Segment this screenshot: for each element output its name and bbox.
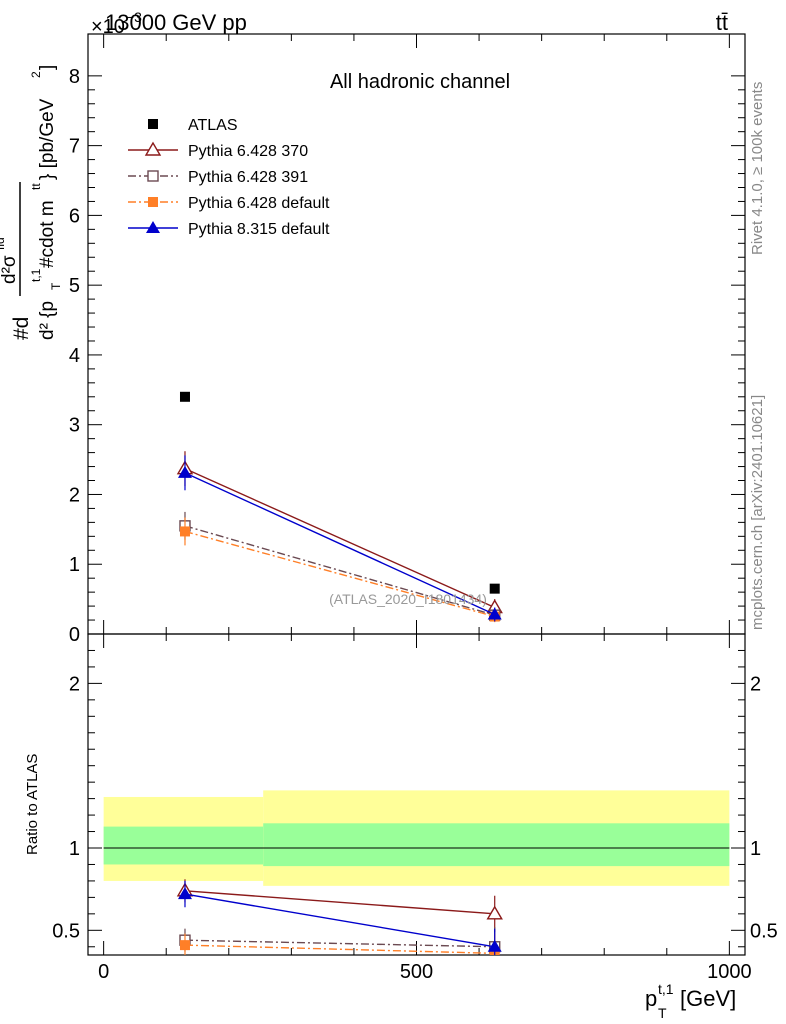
series-pythia-8-315-default: [177, 455, 502, 622]
y-label-tt: tt: [29, 183, 43, 190]
xtick-label-2: 1000: [707, 961, 752, 983]
main-ytick-label-1: 1: [69, 554, 80, 576]
y-label-unit: } [pb/GeV: [37, 98, 58, 180]
legend-marker: [147, 170, 159, 182]
ratio-ytick-label-1: 1: [69, 838, 80, 860]
data-point: [179, 526, 190, 537]
legend-marker: [148, 119, 158, 129]
ratio-ytick-label-2: 2: [69, 673, 80, 695]
y-axis-label: #d d²σ fid d² {p T t,1 #cdot m tt } [pb/…: [0, 65, 63, 340]
y-label-numerator: d²σ: [0, 255, 20, 284]
y-label-T: T: [49, 282, 63, 290]
ratio-point: [487, 939, 502, 952]
series-atlas: [179, 391, 500, 594]
main-ytick-label-0: 0: [69, 624, 80, 646]
ratio-series-pythia-8-315-default: [177, 880, 502, 955]
data-point: [177, 465, 192, 478]
main-ytick-label-2: 2: [69, 484, 80, 506]
main-ytick-label-4: 4: [69, 345, 80, 367]
series-line: [184, 525, 495, 616]
main-ytick-label-6: 6: [69, 205, 80, 227]
x-axis-label: p T t,1 [GeV]: [645, 981, 736, 1021]
x-label-unit: [GeV]: [680, 986, 736, 1011]
y-exponent-power: −3: [126, 9, 142, 25]
legend-item-4: Pythia 8.315 default: [128, 221, 330, 238]
y-label-unit-power: 2: [29, 71, 43, 78]
legend-marker: [146, 221, 160, 233]
x-label-p: p: [645, 986, 657, 1011]
xtick-label-1: 500: [400, 961, 433, 983]
legend-label: ATLAS: [188, 117, 238, 134]
series-line: [184, 472, 496, 616]
ratio-y-label: Ratio to ATLAS: [24, 754, 41, 855]
y-label-denominator: d² {p: [37, 301, 58, 340]
xtick-label-0: 0: [98, 961, 109, 983]
x-label-t1: t,1: [658, 981, 674, 997]
ratio-point: [177, 887, 192, 900]
ratio-point: [179, 940, 190, 951]
rivet-label: Rivet 4.1.0, ≥ 100k events: [749, 82, 766, 255]
ratio-ytick-label-right-1: 1: [750, 838, 761, 860]
main-ytick-label-5: 5: [69, 275, 80, 297]
ratio-ytick-label-right-2: 2: [750, 673, 761, 695]
legend-label: Pythia 6.428 391: [188, 169, 308, 186]
ratio-line: [184, 893, 495, 948]
ratio-band-green-1: [263, 823, 730, 867]
main-frame: [87, 33, 746, 635]
series-line: [184, 530, 495, 618]
ratio-band-green-0: [103, 826, 264, 865]
ratio-ytick-label-right-0: 0.5: [750, 920, 778, 942]
legend-label: Pythia 6.428 370: [188, 143, 308, 160]
legend-item-0: ATLAS: [148, 117, 238, 134]
y-label-close: ]: [37, 65, 58, 70]
ratio-ytick-label-0: 0.5: [52, 920, 80, 942]
mcplots-label: mcplots.cern.ch [arXiv:2401.10621]: [749, 395, 766, 630]
ratio-series-pythia-6-428-391: [179, 927, 501, 955]
data-point: [487, 607, 502, 620]
series-line: [184, 468, 496, 609]
ratio-line: [184, 939, 495, 948]
y-label-d: #d: [10, 317, 33, 340]
legend-label: Pythia 8.315 default: [188, 221, 330, 238]
legend-item-2: Pythia 6.428 391: [128, 169, 308, 186]
x-label-T: T: [658, 1005, 667, 1021]
data-point: [489, 583, 500, 594]
main-ytick-label-7: 7: [69, 136, 80, 158]
legend-item-3: Pythia 6.428 default: [128, 195, 330, 212]
y-label-cdot: #cdot m: [37, 200, 58, 268]
legend: ATLAS Pythia 6.428 370 Pythia 6.428 391 Pyt…: [128, 117, 330, 238]
y-exponent-base: ×10: [91, 16, 125, 38]
y-label-fid: fid: [0, 237, 7, 250]
main-ytick-label-8: 8: [69, 66, 80, 88]
y-label-t1: t,1: [29, 268, 43, 282]
watermark: (ATLAS_2020_I1801434): [329, 591, 487, 607]
ratio-plot: 0 500 1000 0.5 0.5 1 1 2 2: [52, 633, 778, 983]
legend-item-1: Pythia 6.428 370: [128, 141, 308, 160]
ratio-line: [184, 944, 495, 955]
legend-marker: [148, 197, 158, 207]
legend-label: Pythia 6.428 default: [188, 195, 330, 212]
legend-marker: [144, 141, 162, 156]
ratio-series-pythia-6-428-370: [176, 879, 503, 932]
data-point: [179, 391, 190, 402]
ratio-point: [486, 905, 503, 920]
chart-title: All hadronic channel: [330, 71, 510, 93]
ratio-line: [184, 890, 495, 915]
main-ytick-label-3: 3: [69, 415, 80, 437]
main-plot: 0 1 2 3 4 5 6 7 8: [69, 33, 746, 646]
header-energy: 13000 GeV pp: [105, 10, 247, 35]
header-process: tt̄: [716, 10, 728, 35]
